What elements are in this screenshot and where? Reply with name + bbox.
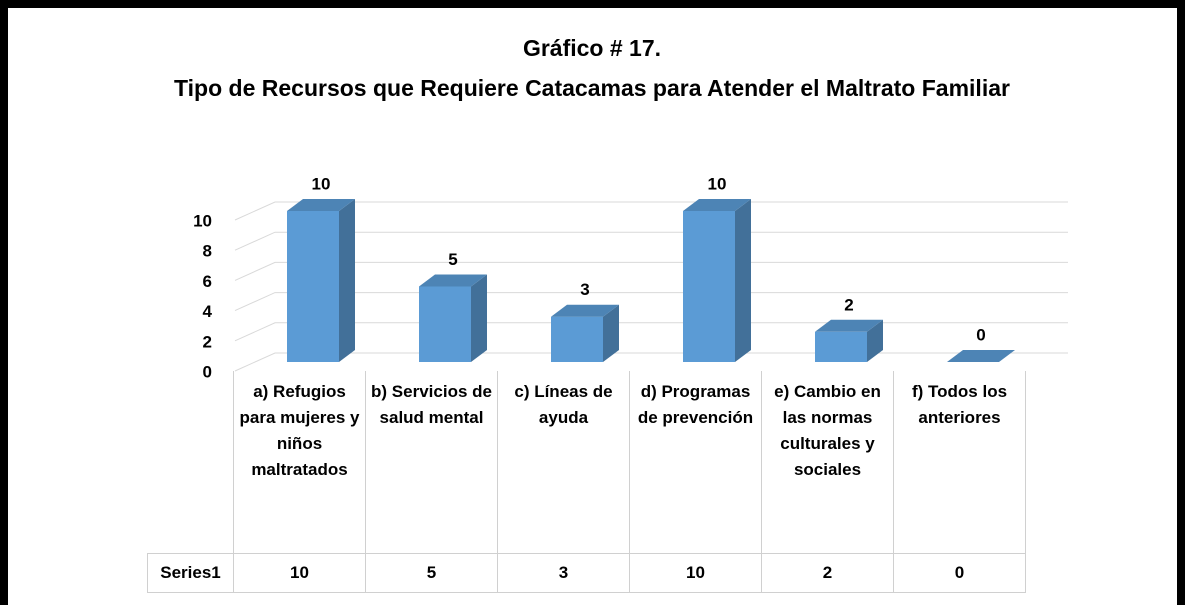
table-value: 10 [629, 553, 762, 593]
table-value: 3 [497, 553, 630, 593]
bar-top [419, 274, 487, 287]
grid-line [234, 292, 1068, 312]
x-tick-label: f) Todos los anteriores [893, 371, 1026, 554]
grid-line [234, 322, 1068, 342]
table-value: 5 [365, 553, 498, 593]
data-label: 3 [580, 280, 589, 299]
bar-side [603, 304, 619, 362]
bar [287, 211, 339, 362]
x-tick-label: d) Programas de prevención [629, 371, 762, 554]
x-tick-label: b) Servicios de salud mental [365, 371, 498, 554]
data-label: 2 [844, 295, 853, 314]
x-tick-label: e) Cambio en las normas culturales y soc… [761, 371, 894, 554]
chart-subtitle: Tipo de Recursos que Requiere Catacamas … [174, 75, 1010, 101]
series-name: Series1 [147, 553, 234, 593]
bar-side [735, 199, 751, 362]
table-value: 2 [761, 553, 894, 593]
y-tick-label: 6 [203, 272, 212, 291]
bar-top [683, 199, 751, 211]
bar [683, 211, 735, 362]
bar [551, 316, 603, 362]
grid-line [234, 231, 1068, 251]
bar-top [551, 304, 619, 317]
table-value: 10 [233, 553, 366, 593]
y-tick-label: 4 [203, 302, 213, 321]
bar-side [867, 319, 883, 362]
y-tick-label: 10 [193, 211, 212, 230]
grid-line [234, 201, 1068, 221]
bar-side [471, 274, 487, 362]
y-tick-label: 0 [203, 362, 212, 381]
y-tick-label: 2 [203, 332, 212, 351]
bar-side [339, 199, 355, 362]
data-label: 5 [448, 250, 457, 269]
bar-top [947, 350, 1015, 362]
bar [815, 331, 867, 362]
x-tick-label: a) Refugios para mujeres y niños maltrat… [233, 371, 366, 554]
table-value: 0 [893, 553, 1026, 593]
x-tick-label: c) Líneas de ayuda [497, 371, 630, 554]
y-tick-label: 8 [203, 242, 212, 261]
bar-top [287, 199, 355, 211]
data-label: 10 [708, 174, 727, 193]
grid-line [234, 261, 1068, 281]
bar-top [815, 319, 883, 332]
bar [419, 286, 471, 362]
data-label: 0 [976, 325, 985, 344]
grid-line [234, 352, 1068, 372]
chart-title: Gráfico # 17. [522, 35, 662, 61]
data-label: 10 [312, 174, 331, 193]
